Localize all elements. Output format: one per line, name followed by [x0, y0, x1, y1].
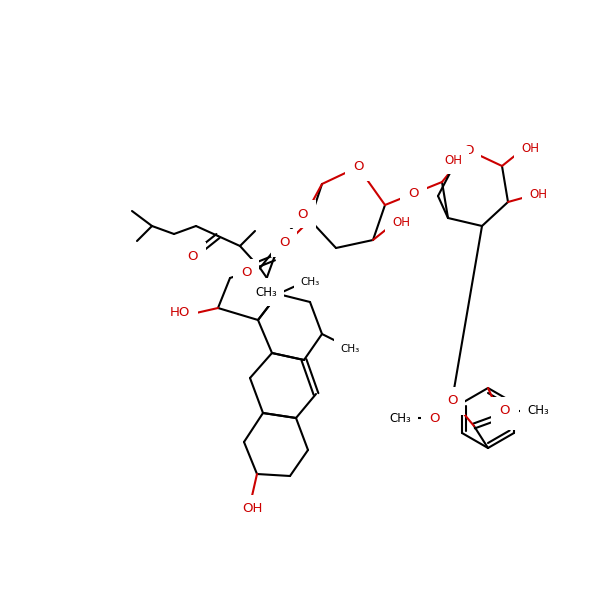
Text: O: O — [499, 404, 509, 418]
Text: O: O — [353, 160, 363, 173]
Text: O: O — [447, 395, 457, 407]
Text: O: O — [429, 412, 439, 425]
Text: HO: HO — [170, 307, 190, 319]
Text: CH₃: CH₃ — [255, 286, 277, 298]
Text: O: O — [241, 266, 251, 280]
Text: OH: OH — [444, 154, 462, 166]
Text: CH₃: CH₃ — [389, 412, 411, 425]
Text: CH₃: CH₃ — [301, 277, 320, 287]
Text: O: O — [501, 409, 511, 422]
Text: OH: OH — [242, 503, 262, 515]
Text: OH: OH — [521, 142, 539, 154]
Text: CH₃: CH₃ — [527, 404, 549, 418]
Text: O: O — [408, 187, 419, 200]
Text: O: O — [188, 250, 198, 263]
Text: O: O — [298, 208, 308, 220]
Text: CH₃: CH₃ — [340, 344, 359, 354]
Text: O: O — [279, 236, 289, 250]
Text: OH: OH — [392, 215, 410, 229]
Text: O: O — [463, 143, 473, 157]
Text: OH: OH — [529, 187, 547, 200]
